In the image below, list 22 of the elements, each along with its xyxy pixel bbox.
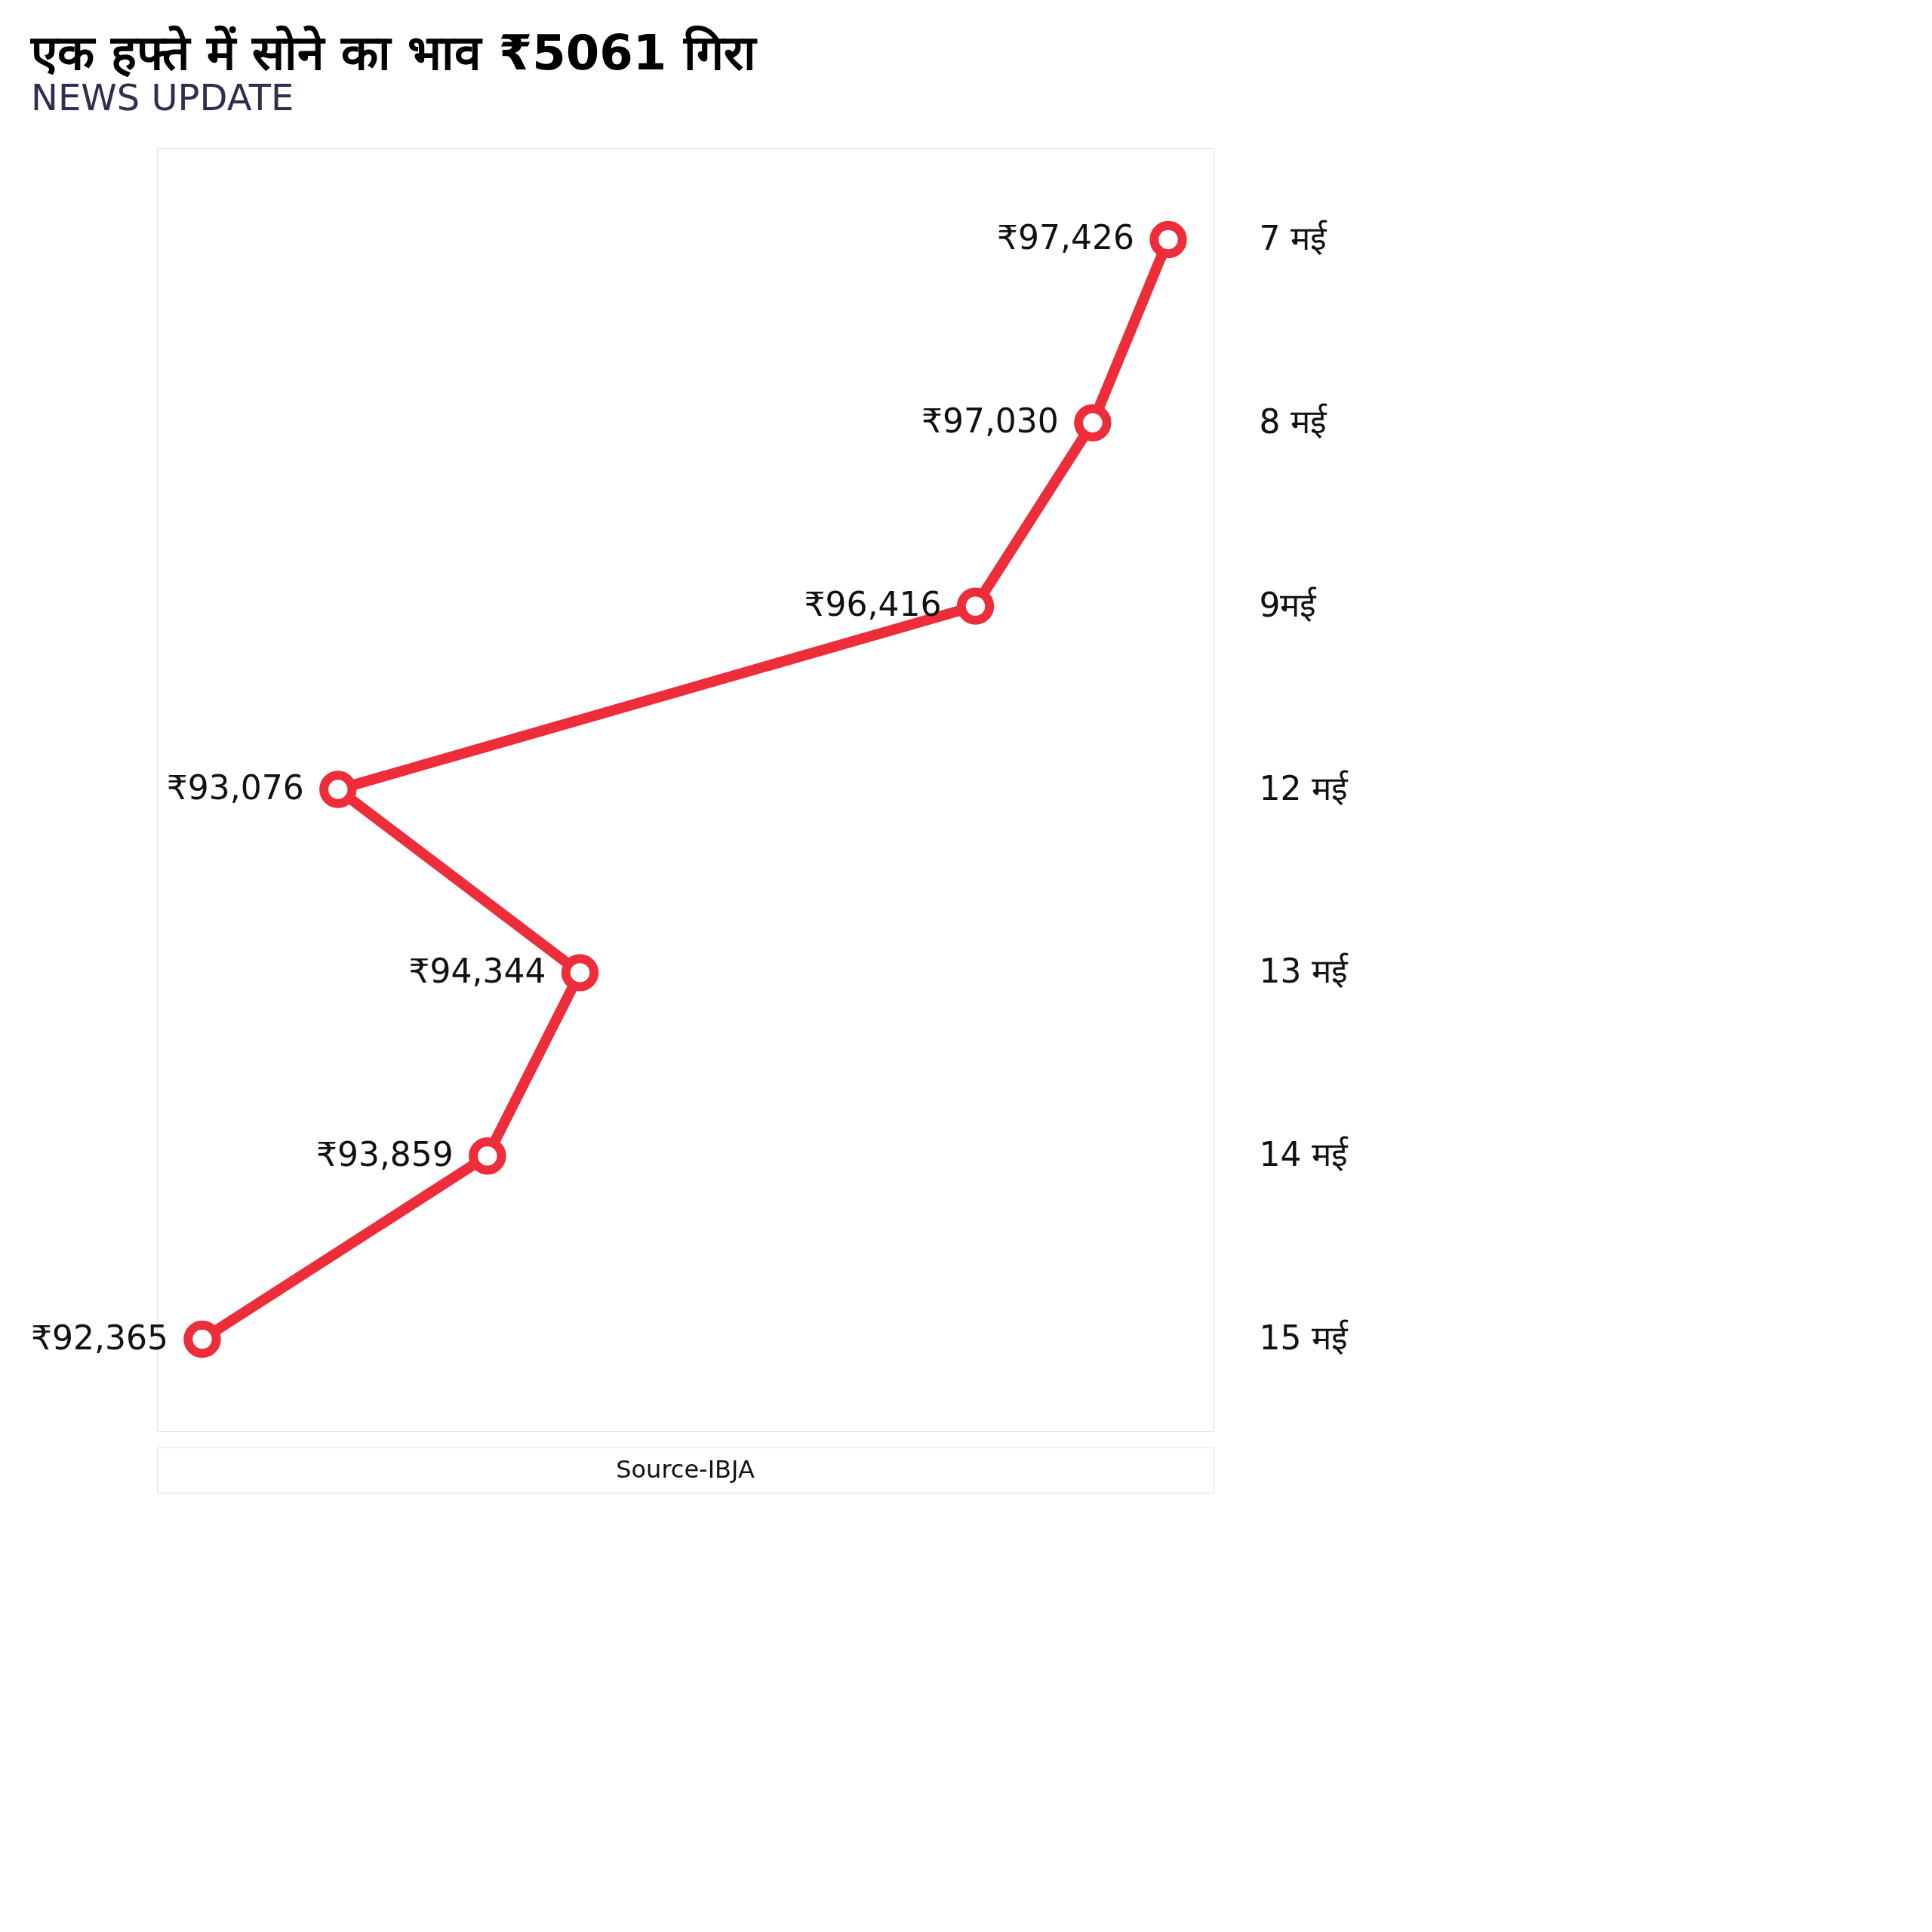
point: [561, 954, 599, 992]
point: [183, 1320, 221, 1358]
data-label: ₹97,030: [921, 401, 1059, 441]
y-tick-label: 7 मई: [1259, 218, 1328, 257]
y-tick-label: 13 मई: [1259, 952, 1349, 991]
data-label: ₹93,859: [315, 1134, 454, 1174]
point: [1074, 404, 1112, 441]
point: [319, 771, 357, 808]
data-label: ₹97,426: [997, 218, 1134, 257]
y-tick-label: 15 मई: [1259, 1318, 1349, 1358]
y-tick-label: 12 मई: [1259, 768, 1349, 808]
point: [956, 587, 995, 625]
data-label: ₹96,416: [804, 585, 942, 624]
y-tick-label: 8 मई: [1259, 401, 1328, 441]
point: [1149, 220, 1187, 259]
y-tick-label: 9मई: [1259, 585, 1318, 624]
data-label: ₹92,365: [31, 1318, 168, 1357]
data-label: ₹94,344: [408, 951, 546, 990]
data-label: ₹93,076: [166, 768, 304, 807]
point: [469, 1137, 506, 1175]
y-tick-label: 14 मई: [1259, 1135, 1349, 1174]
source-note: Source-IBJA: [616, 1455, 755, 1484]
